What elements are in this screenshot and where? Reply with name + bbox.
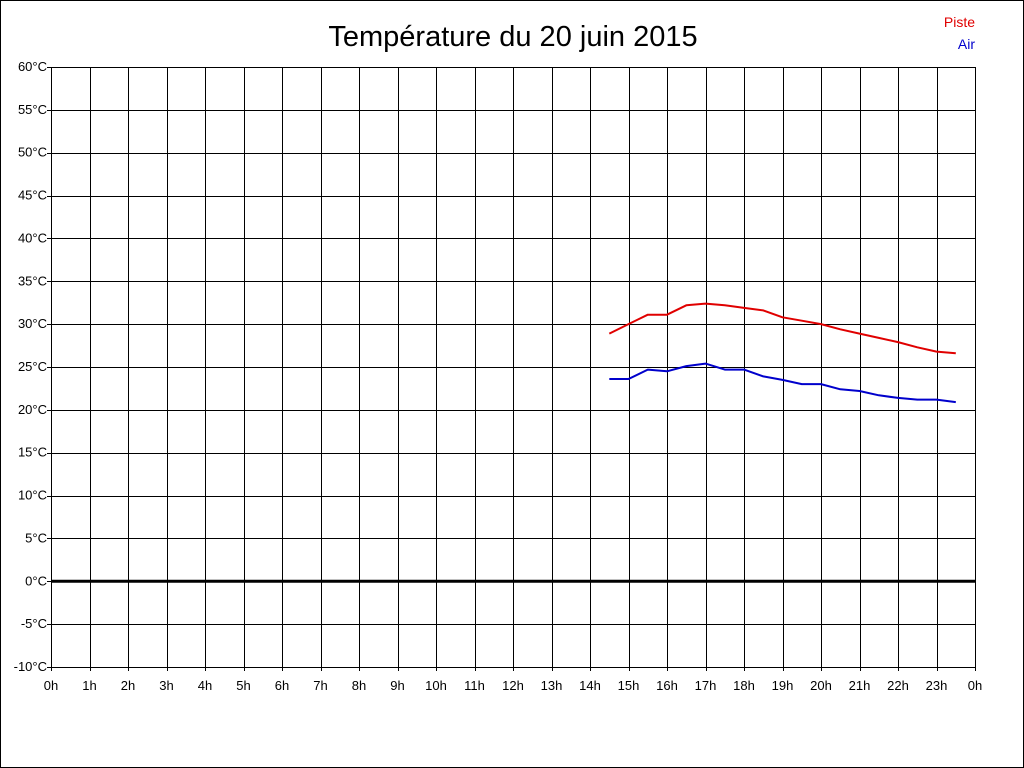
x-tick-label: 6h [275, 678, 289, 693]
series-lines [608, 302, 956, 404]
x-tick-label: 0h [968, 678, 982, 693]
y-tick-label: 10°C [18, 488, 47, 503]
y-tick-label: 25°C [18, 359, 47, 374]
y-tick-label: 20°C [18, 402, 47, 417]
x-tick-label: 7h [313, 678, 327, 693]
x-tick-label: 17h [695, 678, 717, 693]
x-tick-label: 10h [425, 678, 447, 693]
y-tick-label: 5°C [25, 530, 47, 545]
x-tick-label: 21h [849, 678, 871, 693]
x-tick-label: 12h [502, 678, 524, 693]
series-line-piste [608, 302, 956, 355]
y-tick-label: 50°C [18, 145, 47, 160]
y-tick-label: 45°C [18, 188, 47, 203]
x-tick-label: 5h [236, 678, 250, 693]
y-tick-label: 40°C [18, 230, 47, 245]
x-tick-label: 0h [44, 678, 58, 693]
x-tick-label: 3h [159, 678, 173, 693]
x-tick-label: 18h [733, 678, 755, 693]
x-tick-label: 1h [82, 678, 96, 693]
x-tick-label: 22h [887, 678, 909, 693]
x-tick-label: 14h [579, 678, 601, 693]
chart-title: Température du 20 juin 2015 [328, 21, 697, 53]
x-tick-label: 20h [810, 678, 832, 693]
y-tick-label: 0°C [25, 573, 47, 588]
y-tick-label: 55°C [18, 102, 47, 117]
x-tick-label: 16h [656, 678, 678, 693]
x-tick-label: 15h [618, 678, 640, 693]
y-tick-label: -5°C [21, 616, 47, 631]
legend-air: Air [958, 36, 975, 52]
x-tick-label: 8h [352, 678, 366, 693]
x-tick-label: 23h [926, 678, 948, 693]
y-tick-label: 35°C [18, 273, 47, 288]
x-tick-label: 4h [198, 678, 212, 693]
y-tick-label: 60°C [18, 59, 47, 74]
x-tick-label: 2h [121, 678, 135, 693]
x-tick-label: 19h [772, 678, 794, 693]
y-tick-label: -10°C [14, 659, 47, 674]
x-tick-label: 11h [464, 678, 485, 693]
x-tick-label: 9h [390, 678, 404, 693]
x-tick-label: 13h [541, 678, 563, 693]
y-tick-label: 30°C [18, 316, 47, 331]
axes: 0h 1h 2h 3h 4h 5h 6h 7h 8h 9h 10h 11h 12h 13h 14h 15h 16… [14, 59, 983, 693]
y-tick-label: 15°C [18, 445, 47, 460]
series-line-air [609, 362, 956, 404]
legend-piste: Piste [944, 14, 975, 30]
